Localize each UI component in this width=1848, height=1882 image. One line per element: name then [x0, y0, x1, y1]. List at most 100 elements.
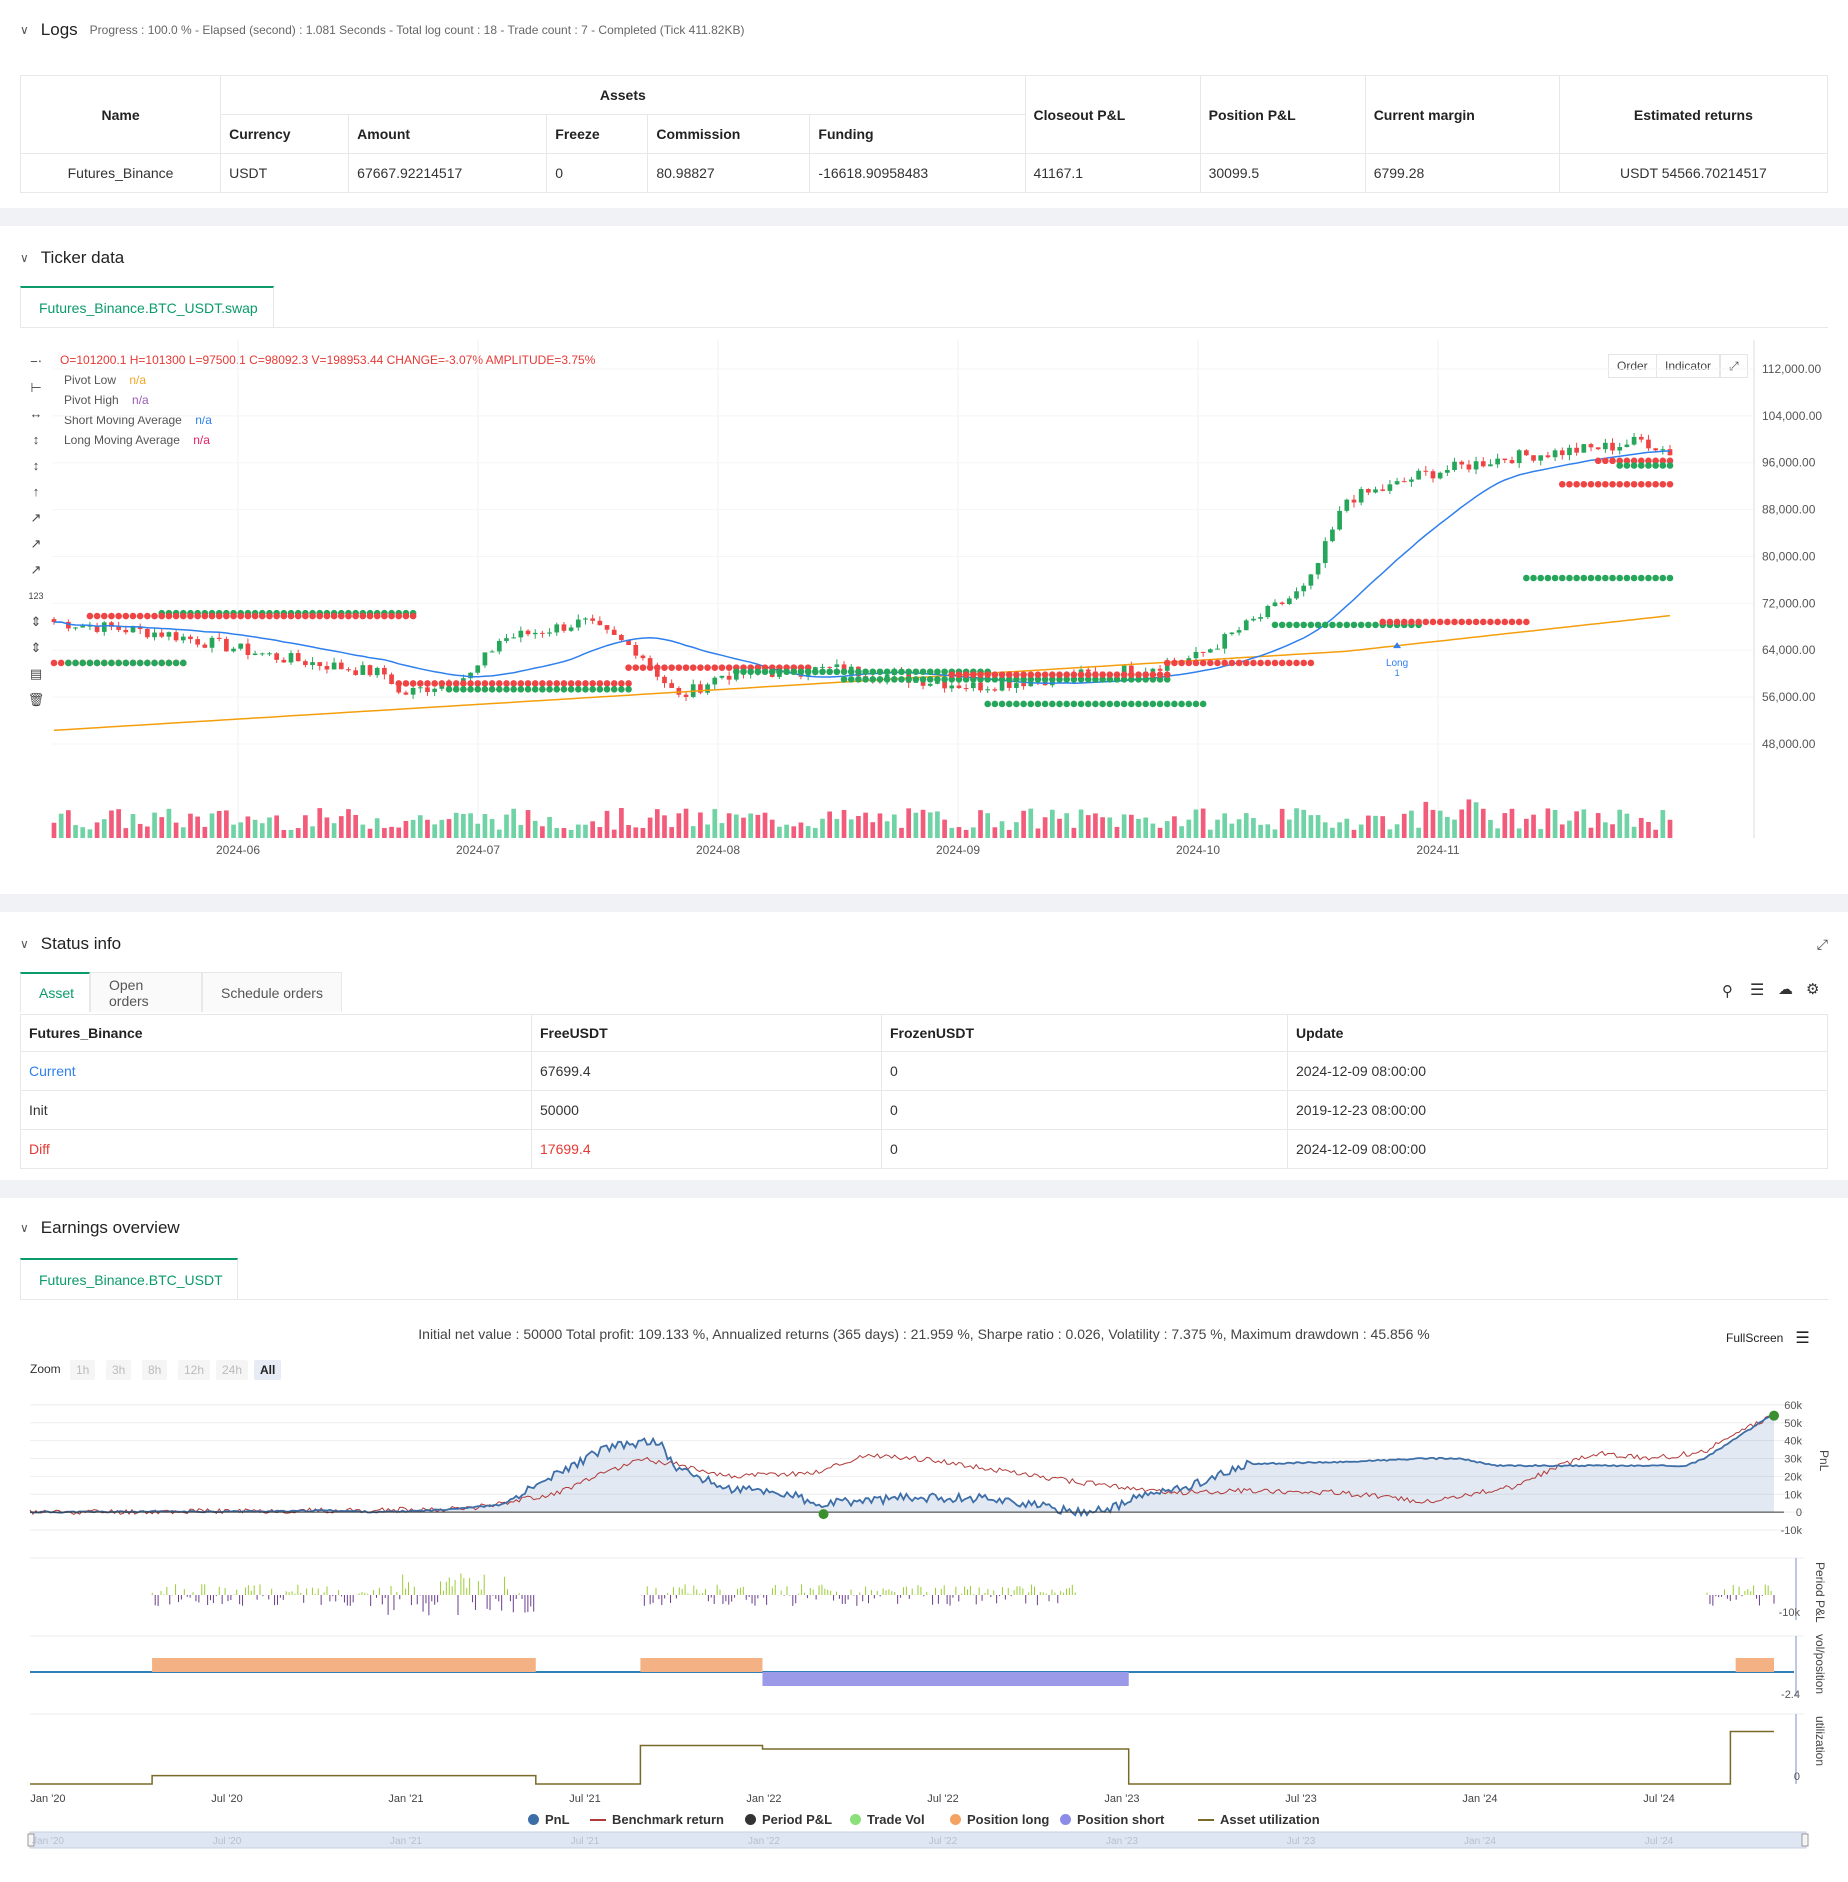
candle-body	[109, 622, 114, 627]
gear-icon[interactable]: ⚙	[1806, 981, 1820, 998]
parallel-channel-tool-icon[interactable]: ⇕	[30, 614, 42, 629]
pivot-dot	[158, 612, 166, 620]
tab-open-orders[interactable]: Open orders	[90, 972, 202, 1012]
pivot-dot	[1666, 480, 1674, 488]
pivot-dot	[1271, 621, 1279, 629]
fib-tool-icon[interactable]: ⇕	[30, 640, 42, 655]
earnings-chart[interactable]: 60k 50k 40k 30k 20k 10k 0 -10k PnL -10k Period P&L…	[0, 1390, 1848, 1870]
pivot-dot	[223, 612, 230, 620]
volume-bar	[1078, 809, 1084, 838]
pivot-dot	[266, 612, 273, 620]
cloud-download-icon[interactable]: ☁	[1778, 981, 1793, 998]
indicator-button[interactable]: Indicator	[1656, 354, 1721, 378]
zoom-8h-button[interactable]: 8h	[142, 1360, 168, 1380]
volume-bar	[303, 815, 308, 838]
tab-earnings-symbol[interactable]: Futures_Binance.BTC_USDT	[20, 1258, 238, 1300]
tab-ticker-symbol[interactable]: Futures_Binance.BTC_USDT.swap	[20, 286, 274, 328]
earnings-header[interactable]: ∨ Earnings overview	[20, 1216, 180, 1240]
trend-ray-tool-icon[interactable]: ↗	[30, 536, 42, 551]
legend-item[interactable]: Period P&L	[745, 1812, 832, 1827]
volume-bar	[1107, 817, 1113, 838]
pnl-tick-label: 50k	[1784, 1418, 1802, 1430]
legend-item[interactable]: Position short	[1060, 1812, 1164, 1827]
pivot-dot	[1286, 659, 1293, 667]
collapse-icon[interactable]: ⤢	[1816, 936, 1828, 952]
segment-tool-icon[interactable]: ↗	[30, 562, 42, 577]
chevron-down-icon[interactable]: ∨	[20, 251, 29, 265]
list-icon[interactable]: ☰	[1750, 982, 1765, 999]
candle-body	[1229, 632, 1235, 635]
pivot-dot	[1106, 676, 1114, 683]
vertical-segment-tool-icon[interactable]: ↕	[32, 458, 40, 473]
expand-icon[interactable]: ⤢	[1720, 354, 1748, 378]
horizontal-line-tool-icon[interactable]: ⊢	[30, 380, 42, 395]
period-axis-label: Period P&L	[1813, 1562, 1827, 1623]
pivot-dot	[797, 668, 805, 676]
cell: USDT	[220, 153, 350, 193]
search-icon[interactable]: ⚲	[1722, 983, 1733, 1000]
vertical-ray-tool-icon[interactable]: ↑	[32, 484, 40, 499]
kline-chart[interactable]: 2024-06 2024-07 2024-08 2024-09 2024-10 2024-…	[0, 326, 1848, 896]
pivot-dot	[632, 664, 640, 671]
table-row: Diff 17699.4 0 2024-12-09 08:00:00	[20, 1129, 1828, 1169]
pivot-dot	[891, 676, 898, 683]
pivot-dot	[998, 676, 1006, 683]
pivot-dot	[1602, 574, 1609, 582]
volume-bar	[446, 819, 452, 838]
legend-item[interactable]: Benchmark return	[590, 1812, 724, 1827]
vertical-line-tool-icon[interactable]: ↕	[32, 432, 40, 447]
logs-header[interactable]: ∨ Logs Progress : 100.0 % - Elapsed (sec…	[20, 18, 744, 42]
ray-tool-icon[interactable]: ↔	[29, 406, 43, 421]
candle-body	[1588, 444, 1594, 448]
pivot-dot	[1444, 618, 1451, 626]
crosshair-tool-icon[interactable]: −⋅	[30, 354, 42, 369]
legend-label: Period P&L	[762, 1812, 833, 1827]
chevron-down-icon[interactable]: ∨	[20, 1221, 29, 1235]
status-header[interactable]: ∨ Status info	[20, 932, 121, 956]
candle-body	[1409, 479, 1414, 482]
pivot-dot	[610, 686, 618, 693]
pivot-dot	[905, 676, 912, 683]
pivot-dot	[840, 676, 848, 683]
pivot-dot	[1594, 457, 1602, 465]
volume-bar	[748, 813, 754, 838]
legend-item[interactable]: Asset utilization	[1198, 1812, 1320, 1827]
candle-body	[417, 687, 423, 689]
legend-item[interactable]: Position long	[950, 1812, 1049, 1827]
zoom-3h-button[interactable]: 3h	[106, 1360, 132, 1380]
pivot-dot	[675, 664, 683, 671]
commission-header: Commission	[647, 114, 811, 154]
volume-bar	[970, 827, 976, 838]
period-tick-label: -10k	[1779, 1607, 1801, 1619]
zoom-24h-button[interactable]: 24h	[216, 1360, 249, 1380]
zoom-12h-button[interactable]: 12h	[178, 1360, 211, 1380]
row-label-current[interactable]: Current	[20, 1051, 532, 1091]
menu-icon[interactable]: ☰	[1795, 1330, 1810, 1347]
volume-bar	[324, 817, 330, 838]
tab-asset[interactable]: Asset	[20, 972, 90, 1012]
candle-body	[949, 685, 955, 689]
ticker-header[interactable]: ∨ Ticker data	[20, 246, 124, 270]
pivot-dot	[869, 668, 877, 676]
pivot-dot	[883, 676, 891, 683]
volume-bar	[1638, 817, 1644, 838]
zoom-1h-button[interactable]: 1h	[70, 1360, 96, 1380]
pivot-dot	[1623, 480, 1631, 488]
chevron-down-icon[interactable]: ∨	[20, 23, 29, 37]
pivot-dot	[1487, 618, 1494, 626]
tab-schedule-orders[interactable]: Schedule orders	[202, 972, 342, 1012]
chevron-down-icon[interactable]: ∨	[20, 937, 29, 951]
pivot-dot	[251, 612, 259, 620]
candle-body	[209, 637, 215, 648]
zoom-all-button[interactable]: All	[254, 1360, 282, 1380]
price-label-tool-icon[interactable]: 123	[28, 591, 44, 601]
rectangle-tool-icon[interactable]: ▤	[29, 666, 43, 681]
legend-item[interactable]: PnL	[528, 1812, 570, 1827]
fullscreen-button[interactable]: FullScreen ☰	[1726, 1328, 1810, 1348]
pivot-dot	[1250, 659, 1257, 667]
legend-item[interactable]: Trade Vol	[850, 1812, 925, 1827]
volume-bar	[1100, 817, 1105, 838]
trash-icon[interactable]: 🗑	[27, 692, 45, 707]
trend-line-tool-icon[interactable]: ↗	[30, 510, 42, 525]
volume-bar	[1200, 808, 1206, 838]
